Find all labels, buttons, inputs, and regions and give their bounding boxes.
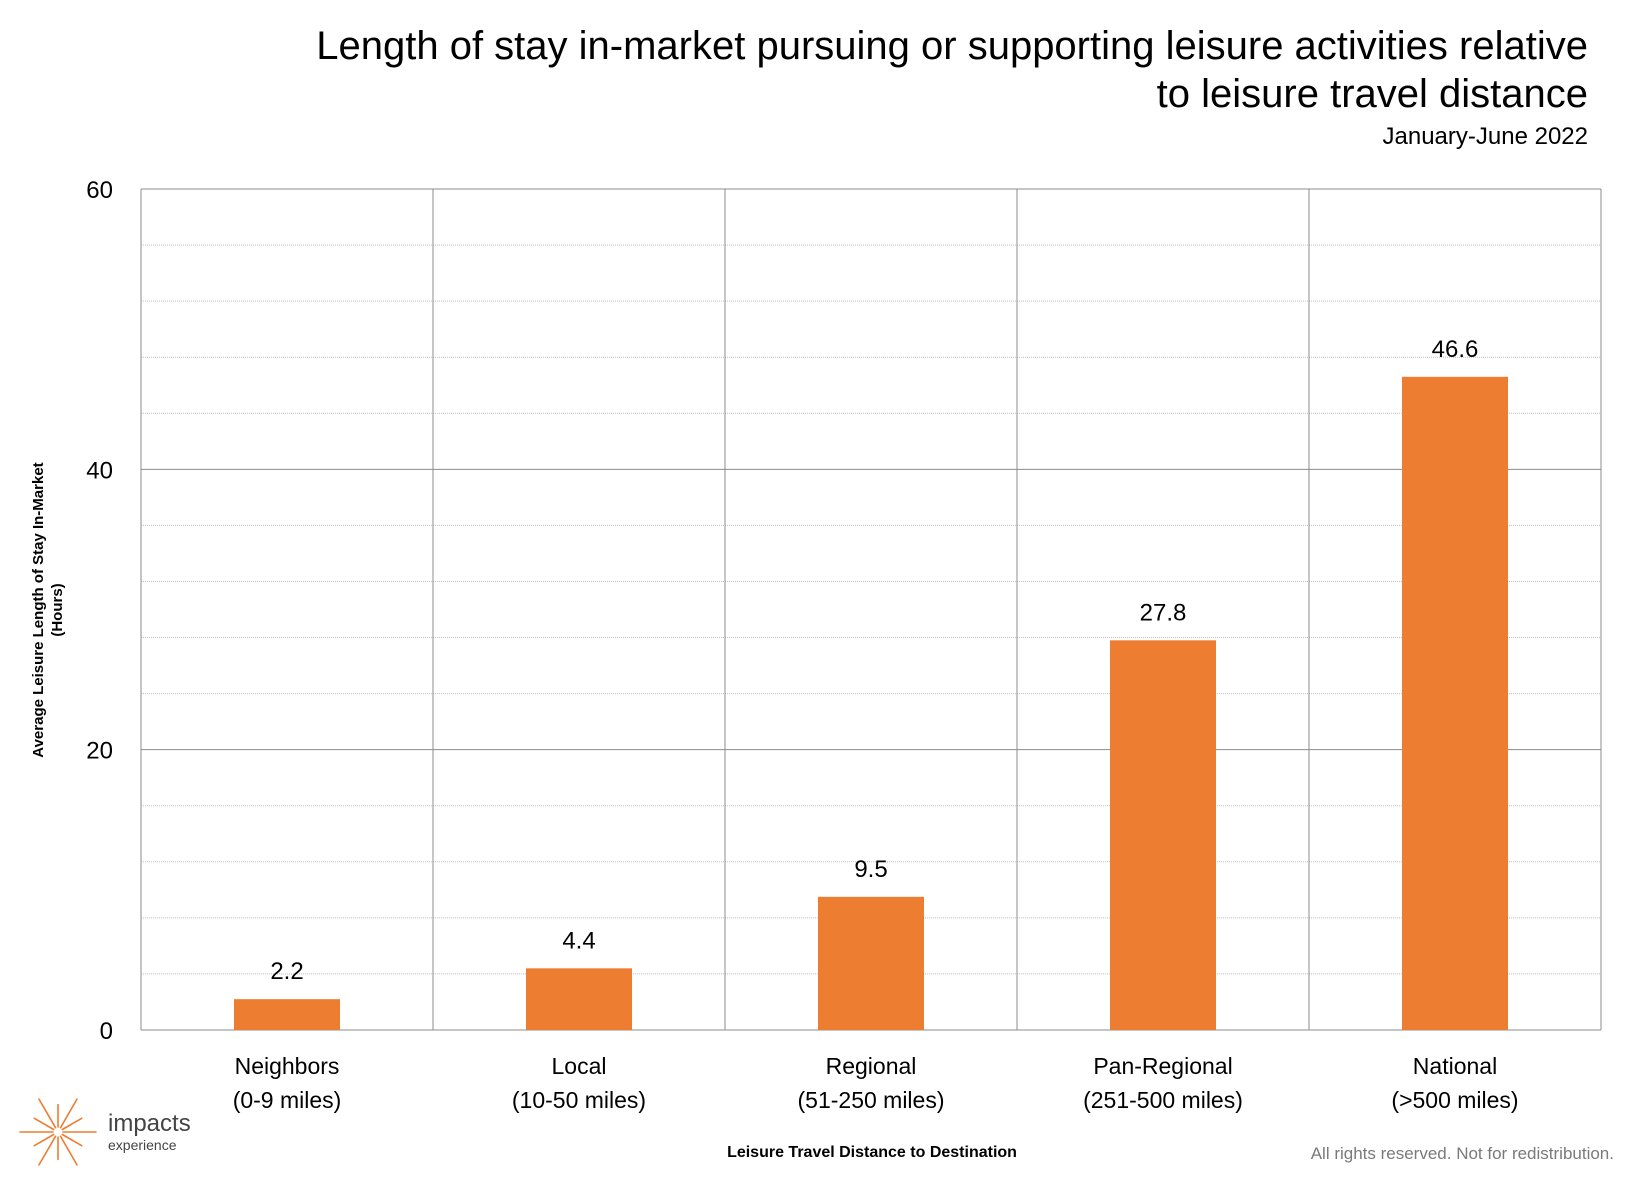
x-tick-label: (251-500 miles) bbox=[1083, 1087, 1243, 1113]
y-tick-label: 0 bbox=[100, 1018, 113, 1045]
starburst-ray bbox=[59, 1098, 78, 1129]
x-tick-label: (>500 miles) bbox=[1391, 1087, 1518, 1113]
starburst-icon bbox=[19, 1098, 97, 1166]
starburst-ray bbox=[38, 1098, 57, 1129]
bar bbox=[1402, 376, 1508, 1030]
data-label: 2.2 bbox=[270, 958, 303, 985]
starburst-ray bbox=[38, 1135, 57, 1166]
x-tick-label: Neighbors bbox=[235, 1053, 340, 1079]
bar-layer bbox=[234, 376, 1508, 1030]
data-label: 9.5 bbox=[854, 856, 887, 883]
y-tick-label: 20 bbox=[86, 738, 113, 765]
y-tick-label: 60 bbox=[86, 177, 113, 204]
company-logo: impacts experience bbox=[18, 1092, 191, 1172]
x-tick-label: Local bbox=[552, 1053, 607, 1079]
x-axis-title: Leisure Travel Distance to Destination bbox=[727, 1144, 1017, 1161]
bar bbox=[1110, 640, 1216, 1030]
label-layer: 0 20 40 60 2.2 Neighbors (0-9 miles) 4.4 Local (1… bbox=[86, 177, 1518, 1113]
y-axis-title-line-1: Average Leisure Length of Stay In-Market bbox=[30, 462, 47, 758]
data-label: 46.6 bbox=[1432, 336, 1479, 363]
y-axis-title-line-2: (Hours) bbox=[49, 583, 66, 637]
bar bbox=[818, 896, 924, 1030]
starburst-ray bbox=[33, 1133, 55, 1147]
data-label: 27.8 bbox=[1140, 599, 1187, 626]
x-tick-label: (51-250 miles) bbox=[798, 1087, 945, 1113]
bar bbox=[526, 968, 632, 1030]
data-label: 4.4 bbox=[562, 927, 595, 954]
x-tick-label: (10-50 miles) bbox=[512, 1087, 646, 1113]
copyright-note: All rights reserved. Not for redistribut… bbox=[1310, 1144, 1614, 1163]
x-tick-label: National bbox=[1413, 1053, 1497, 1079]
chart-subtitle: January-June 2022 bbox=[1382, 123, 1588, 150]
logo-name: impacts bbox=[108, 1110, 191, 1137]
y-tick-label: 40 bbox=[86, 457, 113, 484]
bar bbox=[234, 999, 340, 1030]
starburst-ray bbox=[59, 1135, 78, 1166]
chart-title: Length of stay in-market pursuing or sup… bbox=[316, 24, 1588, 116]
x-tick-label: Pan-Regional bbox=[1093, 1053, 1232, 1079]
y-axis-title: Average Leisure Length of Stay In-Market… bbox=[29, 260, 67, 960]
starburst-ray bbox=[33, 1117, 55, 1131]
starburst-ray bbox=[61, 1117, 83, 1131]
starburst-ray bbox=[61, 1133, 83, 1147]
logo-sub: experience bbox=[108, 1137, 177, 1153]
x-tick-label: (0-9 miles) bbox=[233, 1087, 342, 1113]
x-tick-label: Regional bbox=[826, 1053, 917, 1079]
